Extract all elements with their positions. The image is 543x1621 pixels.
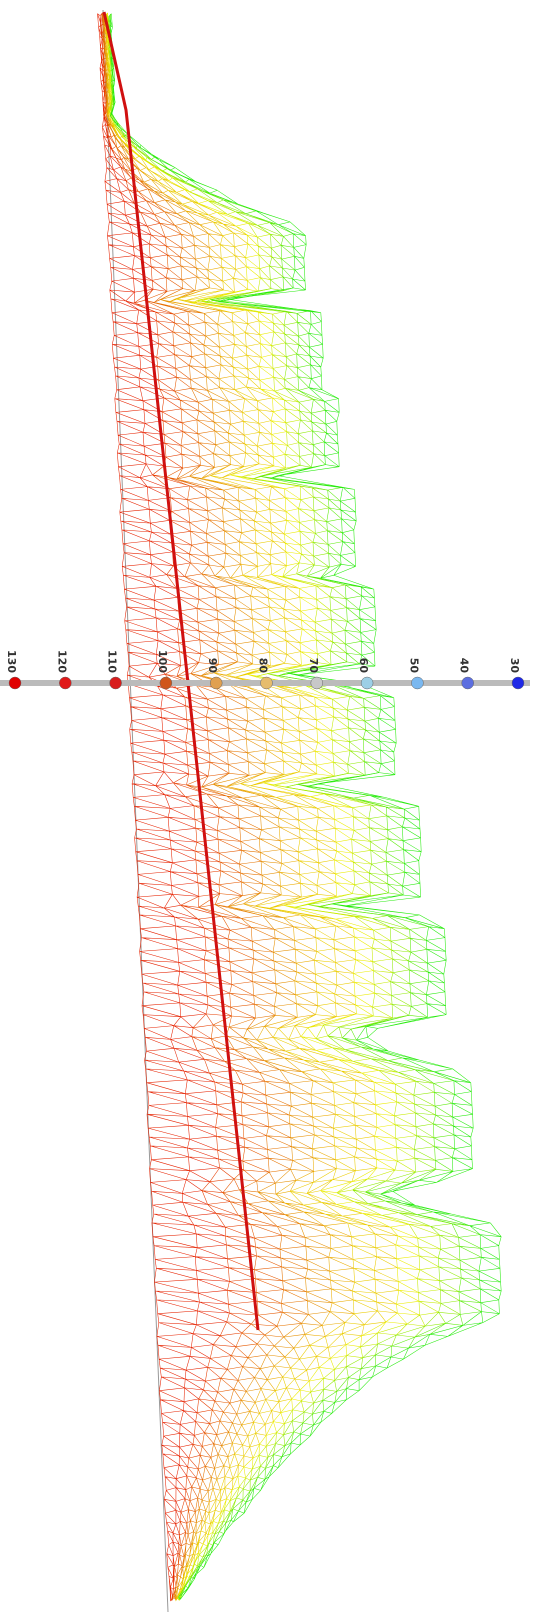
scale-label: 130	[5, 650, 18, 673]
scale-label: 80	[257, 658, 270, 674]
scale-marker	[512, 677, 524, 689]
scale-marker	[160, 677, 172, 689]
scale-marker	[462, 677, 474, 689]
scale-marker	[411, 677, 423, 689]
color-scale: 130 120 110 100 90 80 70 60 50 40 30	[0, 650, 530, 689]
scale-label: 30	[508, 658, 521, 674]
mesh-lines	[102, 15, 284, 1600]
scale-marker	[361, 677, 373, 689]
scale-label: 40	[458, 658, 471, 674]
scale-marker	[9, 677, 21, 689]
scale-label: 70	[307, 658, 320, 674]
boundary-line	[103, 10, 168, 1612]
scale-label: 120	[55, 650, 68, 673]
scale-label: 50	[407, 658, 420, 674]
scale-marker	[59, 677, 71, 689]
scale-label: 60	[357, 658, 370, 674]
mesh-lines	[109, 14, 501, 1599]
scale-marker	[210, 677, 222, 689]
scale-label: 90	[206, 658, 219, 674]
scale-label: 110	[106, 650, 119, 673]
scale-marker	[311, 677, 323, 689]
mesh-view: 130 120 110 100 90 80 70 60 50 40 30	[0, 0, 543, 1621]
scale-label: 100	[156, 650, 169, 673]
scale-marker	[110, 677, 122, 689]
mesh-lines	[109, 14, 462, 1599]
scale-marker	[261, 677, 273, 689]
